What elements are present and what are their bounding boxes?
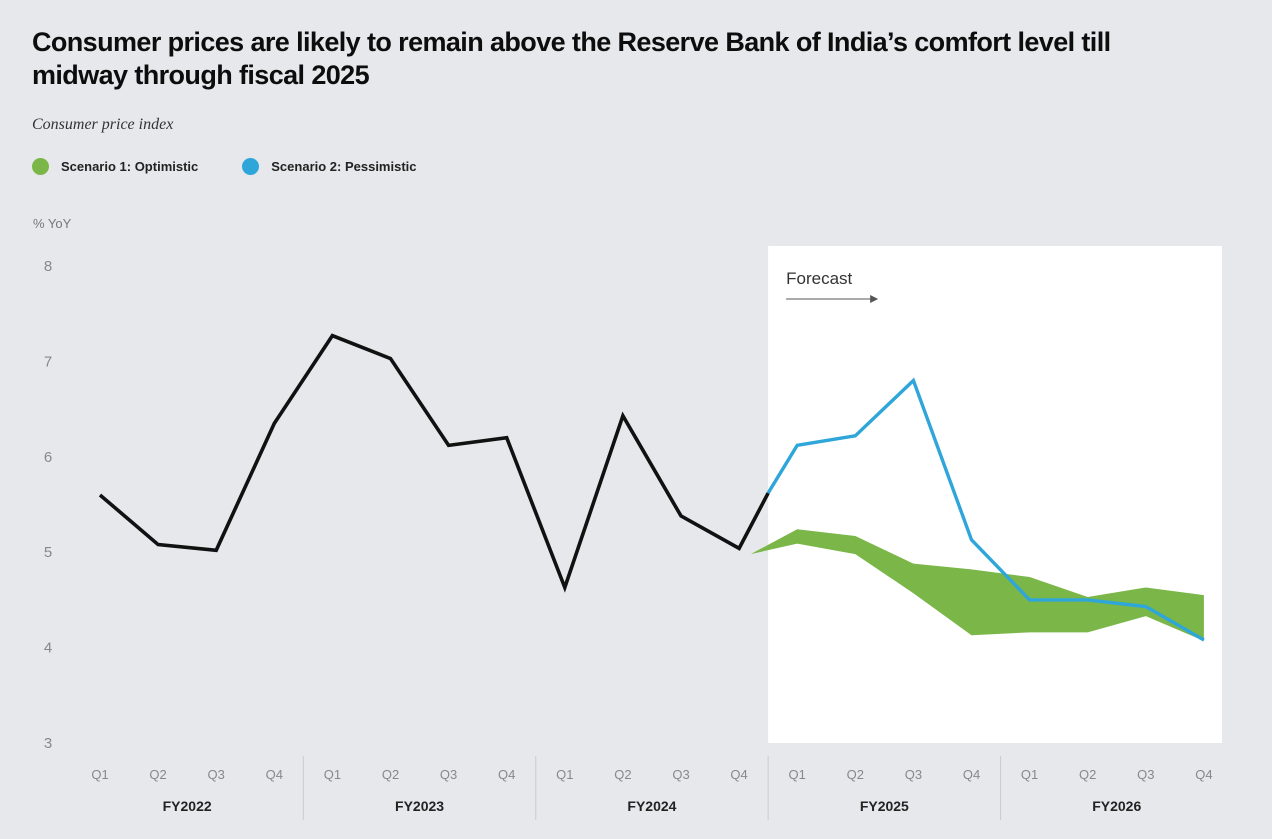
y-tick-label: 5 — [44, 544, 52, 561]
y-tick-label: 8 — [44, 258, 52, 275]
x-tick-quarter: Q2 — [1079, 767, 1096, 782]
x-tick-quarter: Q2 — [614, 767, 631, 782]
chart-subtitle: Consumer price index — [32, 116, 174, 133]
legend-swatch-optimistic — [32, 158, 49, 175]
x-tick-quarter: Q2 — [847, 767, 864, 782]
x-tick-quarter: Q1 — [789, 767, 806, 782]
y-axis: 3 4 5 6 7 8 — [44, 258, 52, 752]
x-tick-fiscal-year: FY2025 — [860, 798, 909, 814]
x-tick-quarter: Q4 — [498, 767, 515, 782]
forecast-label: Forecast — [786, 269, 852, 288]
x-tick-quarter: Q3 — [440, 767, 457, 782]
legend: Scenario 1: Optimistic Scenario 2: Pessi… — [32, 158, 417, 175]
x-tick-quarter: Q1 — [91, 767, 108, 782]
x-tick-quarter: Q2 — [382, 767, 399, 782]
x-tick-quarter: Q4 — [963, 767, 980, 782]
x-tick-quarter: Q4 — [266, 767, 283, 782]
legend-label-pessimistic: Scenario 2: Pessimistic — [271, 159, 417, 174]
x-tick-quarter: Q1 — [324, 767, 341, 782]
y-axis-unit-label: % YoY — [33, 216, 72, 231]
axis-dividers — [302, 756, 1002, 820]
x-tick-quarter: Q3 — [905, 767, 922, 782]
x-axis: Q1 Q2 Q3 Q4 Q1 Q2 Q3 Q4 Q1 Q2 Q3 Q4 Q1 Q2 Q3 Q4 Q1 Q2 Q3 Q4… — [91, 767, 1212, 814]
actual-cpi-line — [98, 333, 770, 593]
forecast-annotation: Forecast — [786, 269, 879, 303]
legend-swatch-pessimistic — [242, 158, 260, 175]
y-tick-label: 4 — [44, 640, 52, 657]
chart-title: Consumer prices are likely to remain abo… — [32, 27, 1111, 90]
lines-layer — [98, 333, 1205, 642]
x-tick-quarter: Q4 — [730, 767, 747, 782]
optimistic-scenario-band — [750, 529, 1204, 641]
forecast-region — [768, 246, 1222, 743]
x-tick-quarter: Q3 — [208, 767, 225, 782]
forecast-arrow-head — [870, 295, 879, 303]
x-tick-fiscal-year: FY2023 — [395, 798, 444, 814]
x-tick-quarter: Q2 — [149, 767, 166, 782]
y-tick-label: 6 — [44, 449, 52, 466]
optimistic-band-layer — [750, 529, 1204, 641]
x-tick-fiscal-year: FY2024 — [627, 798, 676, 814]
x-tick-quarter: Q3 — [1137, 767, 1154, 782]
y-tick-label: 7 — [44, 353, 52, 370]
x-tick-fiscal-year: FY2026 — [1092, 798, 1141, 814]
legend-item-optimistic: Scenario 1: Optimistic — [32, 158, 198, 175]
x-tick-quarter: Q1 — [556, 767, 573, 782]
legend-item-pessimistic: Scenario 2: Pessimistic — [242, 158, 417, 175]
x-tick-quarter: Q1 — [1021, 767, 1038, 782]
x-tick-quarter: Q3 — [672, 767, 689, 782]
x-tick-fiscal-year: FY2022 — [163, 798, 212, 814]
pessimistic-scenario-line — [766, 377, 1205, 642]
y-tick-label: 3 — [44, 735, 52, 752]
x-tick-quarter: Q4 — [1195, 767, 1212, 782]
legend-label-optimistic: Scenario 1: Optimistic — [61, 159, 199, 174]
